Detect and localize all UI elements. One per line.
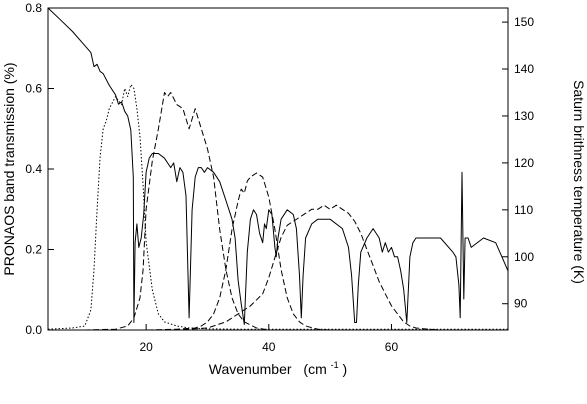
x-axis-title: Wavenumber (cm -1 ) (209, 355, 347, 377)
series-line-2 (47, 84, 508, 330)
y-axis-title: PRONAOS band transmission (%) (1, 62, 17, 275)
y2-axis-title: Saturn brithness temperature (K) (571, 80, 587, 284)
y2-tick-label: 130 (514, 109, 534, 123)
x-axis-title-unit-exp: -1 (331, 360, 339, 370)
x-tick-label: 40 (262, 340, 276, 354)
series-line-5 (48, 204, 508, 331)
y-tick-label: 0.0 (25, 323, 42, 337)
y2-tick-label: 140 (514, 62, 534, 76)
x-axis-title-label: Wavenumber (209, 361, 292, 377)
series-line-3 (48, 92, 269, 331)
x-tick-label: 20 (139, 340, 153, 354)
y2-tick-label: 110 (514, 203, 533, 217)
x-axis-title-unit-close: ) (343, 361, 348, 377)
y-tick-label: 0.8 (25, 1, 42, 15)
plot-frame (47, 7, 509, 331)
x-tick-label: 60 (385, 340, 399, 354)
y2-tick-label: 150 (514, 15, 534, 29)
y-tick-label: 0.2 (25, 243, 42, 257)
y-tick-label: 0.6 (25, 82, 42, 96)
y2-tick-label: 90 (514, 297, 528, 311)
series-line-1 (47, 7, 509, 325)
series-line-4 (48, 172, 331, 331)
y-tick-label: 0.4 (25, 162, 42, 176)
y2-tick-label: 120 (514, 156, 534, 170)
y2-tick-label: 100 (514, 250, 534, 264)
x-axis-title-unit: (cm (303, 361, 326, 377)
